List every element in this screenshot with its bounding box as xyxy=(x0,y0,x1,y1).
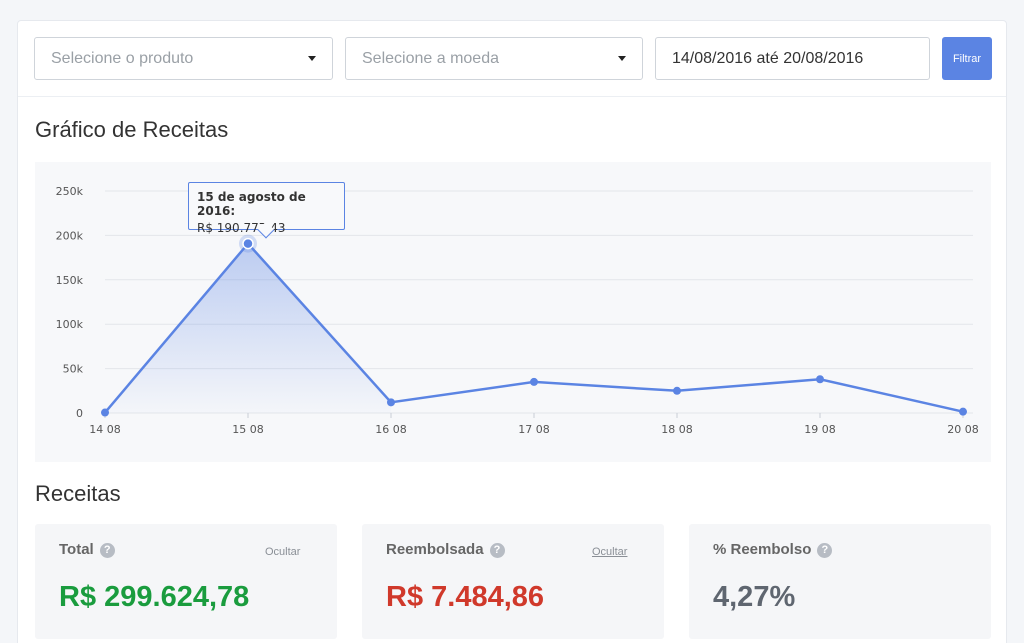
y-tick-label: 150k xyxy=(56,274,84,287)
filter-bar: Selecione o produto Selecione a moeda 14… xyxy=(18,21,1006,97)
chevron-down-icon xyxy=(308,56,316,61)
data-point xyxy=(101,408,109,417)
date-range-value: 14/08/2016 até 20/08/2016 xyxy=(672,50,864,67)
stat-refunded-value: R$ 7.484,86 xyxy=(386,581,545,613)
help-icon[interactable]: ? xyxy=(817,543,833,558)
stat-refunded-label-wrap: Reembolsada? xyxy=(386,541,505,558)
revenue-card: Selecione o produto Selecione a moeda 14… xyxy=(17,20,1007,643)
hide-total-link[interactable]: Ocultar xyxy=(265,546,301,558)
x-tick-label: 18 08 xyxy=(661,423,693,436)
product-select-placeholder: Selecione o produto xyxy=(51,50,194,67)
product-select[interactable]: Selecione o produto xyxy=(34,37,333,80)
stat-refund-pct-label-wrap: % Reembolso? xyxy=(713,541,833,558)
data-point xyxy=(387,398,395,407)
y-tick-label: 100k xyxy=(56,318,84,331)
revenue-chart-svg: 0 50k 100k 150k 200k 250k 14 08 15 08 16 08 17 08… xyxy=(56,185,979,436)
y-tick-label: 0 xyxy=(76,407,83,420)
data-point xyxy=(673,386,681,395)
stats-section-title: Receitas xyxy=(35,481,121,506)
help-icon[interactable]: ? xyxy=(99,543,115,558)
data-point xyxy=(816,375,824,384)
stat-total-label-wrap: Total? xyxy=(59,541,115,558)
x-tick-label: 15 08 xyxy=(232,423,264,436)
data-point xyxy=(959,407,967,416)
currency-select[interactable]: Selecione a moeda xyxy=(345,37,643,80)
area-fill xyxy=(105,243,391,413)
date-range-input[interactable]: 14/08/2016 até 20/08/2016 xyxy=(655,37,930,80)
chart-section-title: Gráfico de Receitas xyxy=(35,117,229,142)
help-icon[interactable]: ? xyxy=(489,543,505,558)
stat-total-value: R$ 299.624,78 xyxy=(59,581,250,613)
data-point xyxy=(530,377,538,386)
x-tick-label: 19 08 xyxy=(804,423,836,436)
data-point-highlighted xyxy=(242,237,254,250)
stat-card-total: Total? Ocultar R$ 299.624,78 xyxy=(35,524,337,639)
chevron-down-icon xyxy=(618,56,626,61)
stat-card-refund-pct: % Reembolso? 4,27% xyxy=(689,524,991,639)
x-tick-label: 14 08 xyxy=(89,423,121,436)
tooltip-title: 15 de agosto de 2016: xyxy=(197,190,306,218)
stat-refunded-label: Reembolsada xyxy=(386,541,484,558)
stat-total-label: Total xyxy=(59,541,94,558)
x-tick-label: 16 08 xyxy=(375,423,407,436)
y-tick-label: 250k xyxy=(56,185,84,198)
x-tick-label: 17 08 xyxy=(518,423,550,436)
filter-button[interactable]: Filtrar xyxy=(942,37,992,80)
stat-refund-pct-value: 4,27% xyxy=(713,581,796,613)
revenue-chart: 0 50k 100k 150k 200k 250k 14 08 15 08 16 08 17 08… xyxy=(35,162,991,462)
hide-refunded-link[interactable]: Ocultar xyxy=(592,546,628,558)
chart-tooltip: 15 de agosto de 2016: R$ 190.777,43 xyxy=(188,182,345,239)
y-tick-label: 50k xyxy=(63,363,84,376)
stat-refund-pct-label: % Reembolso xyxy=(713,541,812,558)
x-tick-label: 20 08 xyxy=(947,423,979,436)
y-tick-label: 200k xyxy=(56,229,84,242)
stat-card-refunded: Reembolsada? Ocultar R$ 7.484,86 xyxy=(362,524,664,639)
currency-select-placeholder: Selecione a moeda xyxy=(362,50,499,67)
